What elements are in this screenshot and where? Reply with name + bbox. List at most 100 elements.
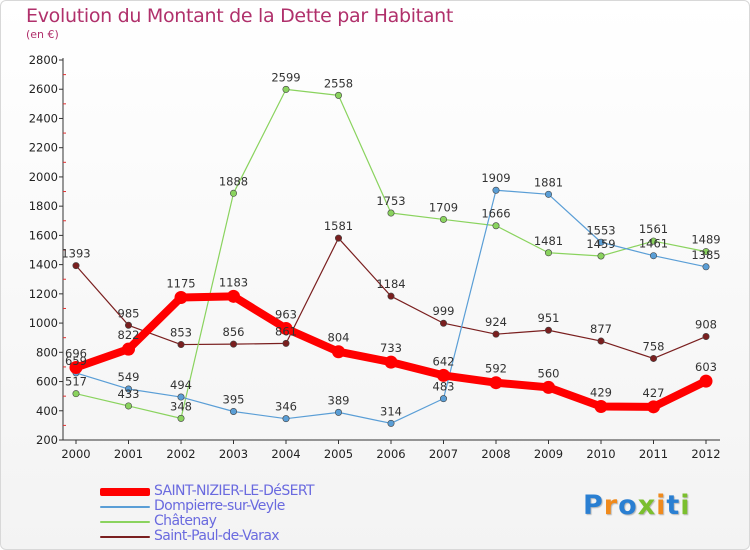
data-label-saint-paul-de-varax: 908 bbox=[695, 318, 717, 332]
data-label-ch-tenay: 1753 bbox=[376, 194, 405, 208]
data-label-saint-nizier-le-d-sert: 963 bbox=[275, 307, 297, 321]
data-point-ch-tenay bbox=[282, 85, 290, 93]
y-tick-label: 1200 bbox=[29, 287, 58, 301]
data-label-saint-nizier-le-d-sert: 603 bbox=[695, 360, 717, 374]
data-label-saint-paul-de-varax: 877 bbox=[590, 322, 612, 336]
data-point-saint-nizier-le-d-sert bbox=[699, 374, 713, 388]
data-point-saint-nizier-le-d-sert bbox=[69, 361, 83, 375]
logo-letter: i bbox=[680, 490, 691, 521]
data-label-saint-nizier-le-d-sert: 696 bbox=[65, 347, 87, 361]
x-tick-label: 2002 bbox=[166, 447, 195, 461]
x-tick-label: 2010 bbox=[586, 447, 615, 461]
data-label-ch-tenay: 1481 bbox=[534, 234, 563, 248]
data-point-ch-tenay bbox=[72, 390, 80, 398]
data-label-saint-nizier-le-d-sert: 429 bbox=[590, 386, 612, 400]
data-point-saint-paul-de-varax bbox=[649, 354, 657, 362]
data-point-saint-nizier-le-d-sert bbox=[122, 342, 135, 356]
data-label-saint-nizier-le-d-sert: 822 bbox=[118, 328, 140, 342]
data-point-dompierre-sur-veyle bbox=[597, 238, 605, 246]
data-point-dompierre-sur-veyle bbox=[282, 415, 290, 423]
data-point-saint-nizier-le-d-sert bbox=[279, 321, 293, 335]
legend-label: Châtenay bbox=[154, 513, 217, 529]
data-label-saint-paul-de-varax: 1393 bbox=[61, 247, 90, 261]
x-tick-label: 2000 bbox=[61, 447, 90, 461]
data-point-saint-paul-de-varax bbox=[72, 262, 80, 270]
y-tick-label: 2600 bbox=[29, 82, 58, 96]
data-point-saint-paul-de-varax bbox=[177, 341, 185, 349]
y-tick-label: 2400 bbox=[29, 111, 58, 125]
data-label-dompierre-sur-veyle: 389 bbox=[328, 393, 350, 407]
data-point-saint-paul-de-varax bbox=[544, 326, 552, 334]
data-point-ch-tenay bbox=[334, 91, 342, 99]
data-point-dompierre-sur-veyle bbox=[702, 263, 710, 271]
data-label-dompierre-sur-veyle: 1881 bbox=[534, 175, 563, 189]
y-tick-label: 1400 bbox=[29, 258, 58, 272]
legend-label: SAINT-NIZIER-LE-DéSERT bbox=[154, 483, 315, 499]
y-tick-label: 600 bbox=[36, 375, 58, 389]
data-label-saint-paul-de-varax: 853 bbox=[170, 326, 192, 340]
data-label-ch-tenay: 517 bbox=[65, 375, 87, 389]
data-label-saint-nizier-le-d-sert: 560 bbox=[538, 366, 560, 380]
data-label-ch-tenay: 1459 bbox=[586, 237, 615, 251]
data-label-ch-tenay: 1489 bbox=[691, 233, 720, 247]
logo-letter: t bbox=[666, 490, 681, 521]
chart-subtitle: (en €) bbox=[26, 28, 59, 41]
data-label-ch-tenay: 348 bbox=[170, 399, 192, 413]
data-point-dompierre-sur-veyle bbox=[177, 393, 185, 401]
data-label-saint-nizier-le-d-sert: 642 bbox=[433, 354, 455, 368]
data-label-saint-paul-de-varax: 758 bbox=[643, 339, 665, 353]
x-tick-label: 2009 bbox=[534, 447, 563, 461]
data-label-ch-tenay: 1709 bbox=[429, 200, 458, 214]
data-label-ch-tenay: 433 bbox=[118, 387, 140, 401]
data-label-dompierre-sur-veyle: 483 bbox=[433, 380, 455, 394]
data-point-dompierre-sur-veyle bbox=[439, 395, 447, 403]
data-label-saint-nizier-le-d-sert: 427 bbox=[643, 386, 665, 400]
data-label-dompierre-sur-veyle: 1909 bbox=[481, 171, 510, 185]
data-point-ch-tenay bbox=[439, 215, 447, 223]
data-label-saint-nizier-le-d-sert: 1183 bbox=[219, 275, 248, 289]
data-label-saint-paul-de-varax: 1581 bbox=[324, 219, 353, 233]
y-tick-label: 400 bbox=[36, 404, 58, 418]
data-point-ch-tenay bbox=[597, 252, 605, 260]
data-label-dompierre-sur-veyle: 1385 bbox=[691, 248, 720, 262]
data-point-ch-tenay bbox=[230, 189, 238, 197]
legend-swatch bbox=[100, 506, 150, 508]
data-point-saint-nizier-le-d-sert bbox=[647, 400, 660, 414]
data-point-ch-tenay bbox=[544, 249, 552, 257]
data-label-saint-paul-de-varax: 999 bbox=[433, 304, 455, 318]
data-point-dompierre-sur-veyle bbox=[230, 407, 238, 415]
data-point-saint-paul-de-varax bbox=[282, 339, 290, 347]
x-tick-label: 2005 bbox=[324, 447, 353, 461]
data-label-saint-nizier-le-d-sert: 592 bbox=[485, 362, 507, 376]
data-point-ch-tenay bbox=[125, 402, 133, 410]
logo-letter: r bbox=[603, 490, 619, 521]
data-point-saint-paul-de-varax bbox=[125, 321, 133, 329]
data-point-saint-nizier-le-d-sert bbox=[437, 368, 450, 382]
data-label-dompierre-sur-veyle: 494 bbox=[170, 378, 192, 392]
data-label-dompierre-sur-veyle: 314 bbox=[380, 404, 402, 418]
y-tick-label: 1000 bbox=[29, 316, 58, 330]
data-label-saint-nizier-le-d-sert: 1175 bbox=[166, 277, 195, 291]
data-label-ch-tenay: 1888 bbox=[219, 174, 248, 188]
data-point-saint-nizier-le-d-sert bbox=[332, 345, 345, 359]
data-point-saint-paul-de-varax bbox=[597, 337, 605, 345]
data-label-dompierre-sur-veyle: 1461 bbox=[639, 237, 668, 251]
data-point-saint-nizier-le-d-sert bbox=[489, 376, 503, 390]
y-tick-label: 800 bbox=[36, 345, 58, 359]
data-point-ch-tenay bbox=[702, 248, 710, 256]
data-point-ch-tenay bbox=[387, 209, 395, 217]
legend-swatch bbox=[100, 521, 150, 523]
data-label-ch-tenay: 1666 bbox=[481, 207, 510, 221]
data-label-ch-tenay: 2558 bbox=[324, 76, 353, 90]
data-label-dompierre-sur-veyle: 659 bbox=[65, 354, 87, 368]
data-point-saint-paul-de-varax bbox=[702, 333, 710, 341]
legend-swatch bbox=[100, 488, 150, 496]
x-tick-label: 2003 bbox=[219, 447, 248, 461]
legend-label: Dompierre-sur-Veyle bbox=[154, 498, 285, 514]
logo-letter: o bbox=[618, 490, 638, 521]
y-tick-label: 2000 bbox=[29, 170, 58, 184]
series-line-ch-tenay bbox=[75, 88, 707, 419]
y-tick-label: 1600 bbox=[29, 228, 58, 242]
